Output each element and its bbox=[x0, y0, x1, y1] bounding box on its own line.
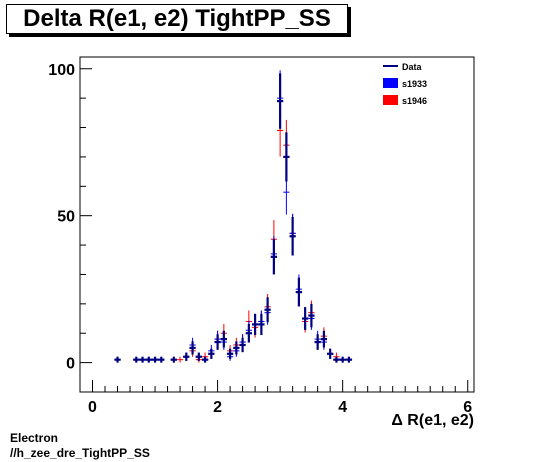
y-tick-label: 0 bbox=[66, 356, 75, 373]
data-point-data bbox=[133, 356, 140, 363]
x-tick-label: 4 bbox=[338, 399, 347, 416]
data-point-data bbox=[220, 330, 227, 348]
legend-label: Data bbox=[402, 62, 423, 72]
data-point-data bbox=[283, 132, 290, 182]
legend: Data s1933 s1946 bbox=[383, 62, 427, 106]
data-point-data bbox=[170, 356, 177, 363]
data-point-s1946 bbox=[176, 356, 184, 363]
data-point-data bbox=[208, 348, 215, 359]
data-point-data bbox=[339, 356, 346, 363]
x-axis-label: Δ R(e1, e2) bbox=[391, 412, 474, 429]
footer-line-1: Electron bbox=[10, 431, 59, 445]
x-tick-label: 0 bbox=[88, 399, 97, 416]
data-point-data bbox=[245, 323, 252, 343]
data-point-data bbox=[214, 334, 221, 350]
data-point-data bbox=[139, 356, 146, 363]
data-point-data bbox=[201, 356, 209, 363]
plot-border bbox=[79, 56, 475, 393]
y-tick-label: 50 bbox=[57, 209, 75, 226]
data-point-data bbox=[264, 297, 271, 323]
data-point-data bbox=[189, 341, 196, 355]
data-point-data bbox=[145, 356, 152, 363]
plot-frame bbox=[79, 56, 475, 393]
footer-line-2: //h_zee_dre_TightPP_SS bbox=[10, 446, 150, 460]
data-point-data bbox=[302, 307, 309, 330]
legend-swatch-s1933 bbox=[383, 78, 398, 88]
x-axis-ticks: 0 2 4 6 bbox=[88, 380, 472, 416]
data-point-data bbox=[295, 277, 303, 307]
data-marks bbox=[114, 70, 353, 363]
data-point-data bbox=[226, 348, 234, 359]
legend-label: s1933 bbox=[402, 79, 427, 89]
legend-swatch-s1946 bbox=[383, 95, 398, 105]
data-point-data bbox=[195, 352, 202, 361]
data-point-data bbox=[320, 330, 328, 348]
data-point-data bbox=[233, 341, 240, 355]
legend-label: s1946 bbox=[402, 96, 427, 106]
data-point-data bbox=[289, 216, 296, 256]
data-point-data bbox=[158, 356, 165, 363]
data-point-data bbox=[258, 313, 265, 336]
data-point-data bbox=[327, 348, 334, 359]
data-point-data bbox=[308, 303, 315, 328]
chart-title: Delta R(e1, e2) TightPP_SS bbox=[6, 4, 348, 34]
data-point-data bbox=[270, 239, 277, 275]
data-point-data bbox=[114, 356, 121, 363]
data-point-data bbox=[314, 334, 321, 350]
y-tick-label: 100 bbox=[48, 62, 75, 79]
y-axis-ticks: 0 50 100 bbox=[48, 62, 92, 373]
x-tick-label: 2 bbox=[213, 399, 222, 416]
x-tick-label: 6 bbox=[463, 399, 472, 416]
data-point-data bbox=[151, 356, 159, 363]
data-point-data bbox=[345, 356, 353, 363]
data-point-data bbox=[239, 337, 246, 353]
data-point-data bbox=[251, 313, 259, 336]
data-point-data bbox=[277, 73, 284, 129]
data-point-data bbox=[183, 352, 190, 361]
data-point-data bbox=[333, 356, 340, 363]
